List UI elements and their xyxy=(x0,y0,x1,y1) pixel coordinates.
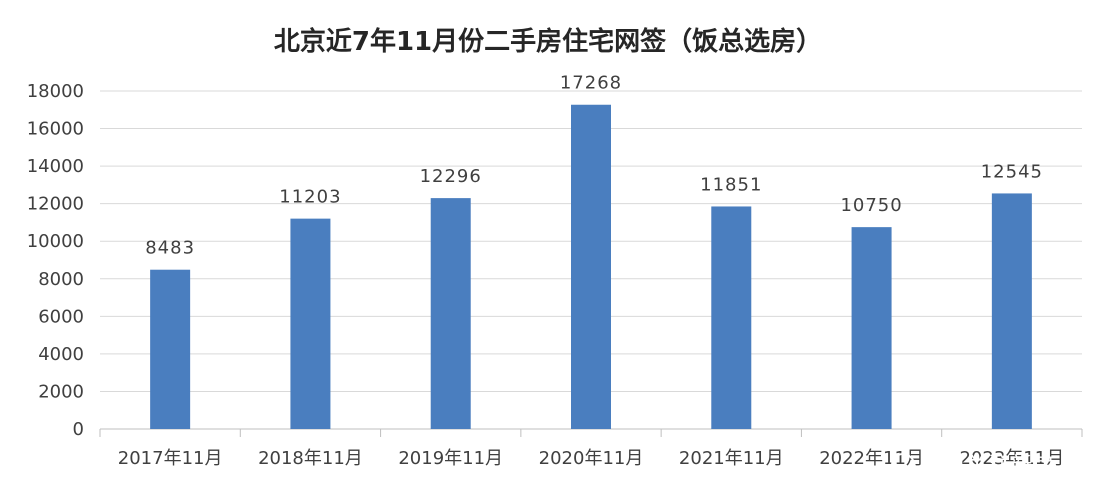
x-tick-label: 2023年11月 xyxy=(959,448,1064,469)
data-label: 12545 xyxy=(981,161,1043,182)
y-tick-label: 18000 xyxy=(27,81,84,102)
y-tick-label: 10000 xyxy=(27,231,84,252)
x-tick-label: 2021年11月 xyxy=(679,448,784,469)
x-tick-label: 2018年11月 xyxy=(258,448,363,469)
data-label: 12296 xyxy=(420,166,482,187)
y-tick-label: 4000 xyxy=(38,344,84,365)
x-tick-label: 2017年11月 xyxy=(118,448,223,469)
y-tick-label: 12000 xyxy=(27,194,84,215)
watermark-text: 每日关注新房 xyxy=(922,454,1054,479)
bars xyxy=(150,104,1032,429)
bar xyxy=(991,193,1032,429)
data-label: 11203 xyxy=(279,187,341,208)
y-tick-label: 14000 xyxy=(27,156,84,177)
data-label: 8483 xyxy=(145,238,195,259)
bar xyxy=(150,269,191,429)
x-axis-ticks: 2017年11月 2018年11月 2019年11月 2020年11月 2021年11月… xyxy=(118,448,1064,469)
weibo-icon xyxy=(891,453,915,477)
y-axis-ticks: 0 2000 4000 6000 8000 10000 12000 14000 16000 180… xyxy=(27,81,84,440)
y-tick-label: 0 xyxy=(73,419,84,440)
x-tick-label: 2022年11月 xyxy=(819,448,924,469)
y-tick-label: 6000 xyxy=(38,306,84,327)
bar xyxy=(571,104,611,429)
y-tick-label: 8000 xyxy=(38,269,84,290)
data-label: 17268 xyxy=(560,73,622,94)
x-tick-label: 2020年11月 xyxy=(539,448,644,469)
y-tick-label: 2000 xyxy=(38,381,84,402)
bar xyxy=(711,206,752,429)
bar xyxy=(430,198,471,429)
data-label: 11851 xyxy=(700,174,762,195)
watermark: 每日关注新房 xyxy=(891,453,1054,479)
data-labels: 8483 11203 12296 17268 11851 10750 12545 xyxy=(145,73,1043,259)
y-tick-label: 16000 xyxy=(27,119,84,140)
bar xyxy=(851,227,892,429)
bar xyxy=(290,218,331,429)
x-tick-label: 2019年11月 xyxy=(398,448,503,469)
chart-title: 北京近7年11月份二手房住宅网签（饭总选房） xyxy=(274,26,822,57)
data-label: 10750 xyxy=(840,195,902,216)
